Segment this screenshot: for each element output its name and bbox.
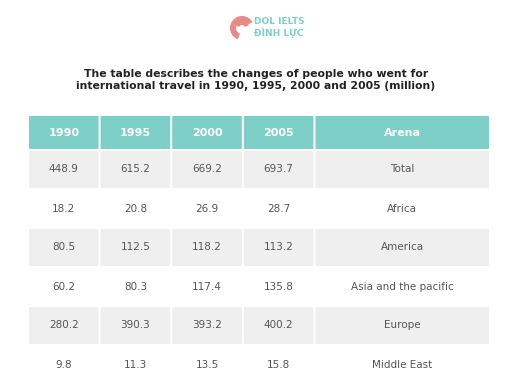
FancyBboxPatch shape <box>244 229 313 266</box>
FancyBboxPatch shape <box>244 151 313 188</box>
Text: 615.2: 615.2 <box>120 164 151 174</box>
Text: Africa: Africa <box>387 204 417 214</box>
FancyBboxPatch shape <box>244 190 313 227</box>
Wedge shape <box>236 21 249 27</box>
Text: Asia and the pacific: Asia and the pacific <box>351 281 454 291</box>
FancyBboxPatch shape <box>101 190 170 227</box>
Wedge shape <box>230 16 252 39</box>
FancyBboxPatch shape <box>244 116 313 149</box>
Text: DOL IELTS: DOL IELTS <box>254 17 305 25</box>
Text: Total: Total <box>390 164 414 174</box>
FancyBboxPatch shape <box>101 229 170 266</box>
Text: Arena: Arena <box>383 127 421 137</box>
FancyBboxPatch shape <box>101 151 170 188</box>
Text: 26.9: 26.9 <box>196 204 219 214</box>
Text: 11.3: 11.3 <box>124 359 147 369</box>
FancyBboxPatch shape <box>172 151 242 188</box>
Text: 9.8: 9.8 <box>55 359 72 369</box>
Text: 112.5: 112.5 <box>120 243 151 253</box>
Text: 117.4: 117.4 <box>192 281 222 291</box>
FancyBboxPatch shape <box>315 268 489 305</box>
Text: 20.8: 20.8 <box>124 204 147 214</box>
FancyBboxPatch shape <box>172 190 242 227</box>
Text: 13.5: 13.5 <box>196 359 219 369</box>
Text: 118.2: 118.2 <box>192 243 222 253</box>
FancyBboxPatch shape <box>315 229 489 266</box>
FancyBboxPatch shape <box>315 190 489 227</box>
Text: 80.3: 80.3 <box>124 281 147 291</box>
Text: 1995: 1995 <box>120 127 151 137</box>
Text: 113.2: 113.2 <box>264 243 293 253</box>
FancyBboxPatch shape <box>172 346 242 383</box>
FancyBboxPatch shape <box>101 346 170 383</box>
FancyBboxPatch shape <box>29 346 99 383</box>
Text: 2005: 2005 <box>263 127 294 137</box>
Text: 400.2: 400.2 <box>264 321 293 331</box>
Text: 80.5: 80.5 <box>52 243 75 253</box>
FancyBboxPatch shape <box>244 268 313 305</box>
FancyBboxPatch shape <box>29 190 99 227</box>
FancyBboxPatch shape <box>29 151 99 188</box>
FancyBboxPatch shape <box>29 116 99 149</box>
Text: 669.2: 669.2 <box>192 164 222 174</box>
FancyBboxPatch shape <box>172 116 242 149</box>
Text: 60.2: 60.2 <box>52 281 75 291</box>
FancyBboxPatch shape <box>315 307 489 344</box>
FancyBboxPatch shape <box>172 307 242 344</box>
Text: 1990: 1990 <box>48 127 79 137</box>
Text: 393.2: 393.2 <box>192 321 222 331</box>
FancyBboxPatch shape <box>101 307 170 344</box>
Text: 390.3: 390.3 <box>120 321 151 331</box>
Text: The table describes the changes of people who went for: The table describes the changes of peopl… <box>84 69 428 79</box>
Text: 693.7: 693.7 <box>264 164 293 174</box>
Text: 15.8: 15.8 <box>267 359 290 369</box>
Text: ĐÌNH LỰC: ĐÌNH LỰC <box>254 28 304 38</box>
FancyBboxPatch shape <box>29 229 99 266</box>
FancyBboxPatch shape <box>172 268 242 305</box>
FancyBboxPatch shape <box>101 116 170 149</box>
Text: Middle East: Middle East <box>372 359 432 369</box>
Text: 2000: 2000 <box>191 127 222 137</box>
FancyBboxPatch shape <box>244 346 313 383</box>
FancyBboxPatch shape <box>315 346 489 383</box>
FancyBboxPatch shape <box>172 229 242 266</box>
Text: international travel in 1990, 1995, 2000 and 2005 (million): international travel in 1990, 1995, 2000… <box>76 81 436 91</box>
Text: 28.7: 28.7 <box>267 204 290 214</box>
FancyBboxPatch shape <box>315 151 489 188</box>
Text: 18.2: 18.2 <box>52 204 75 214</box>
FancyBboxPatch shape <box>29 268 99 305</box>
Text: Europe: Europe <box>384 321 420 331</box>
FancyBboxPatch shape <box>315 116 489 149</box>
Text: 448.9: 448.9 <box>49 164 79 174</box>
Text: America: America <box>380 243 424 253</box>
FancyBboxPatch shape <box>101 268 170 305</box>
Text: 280.2: 280.2 <box>49 321 79 331</box>
Text: 135.8: 135.8 <box>264 281 293 291</box>
FancyBboxPatch shape <box>29 307 99 344</box>
FancyBboxPatch shape <box>244 307 313 344</box>
